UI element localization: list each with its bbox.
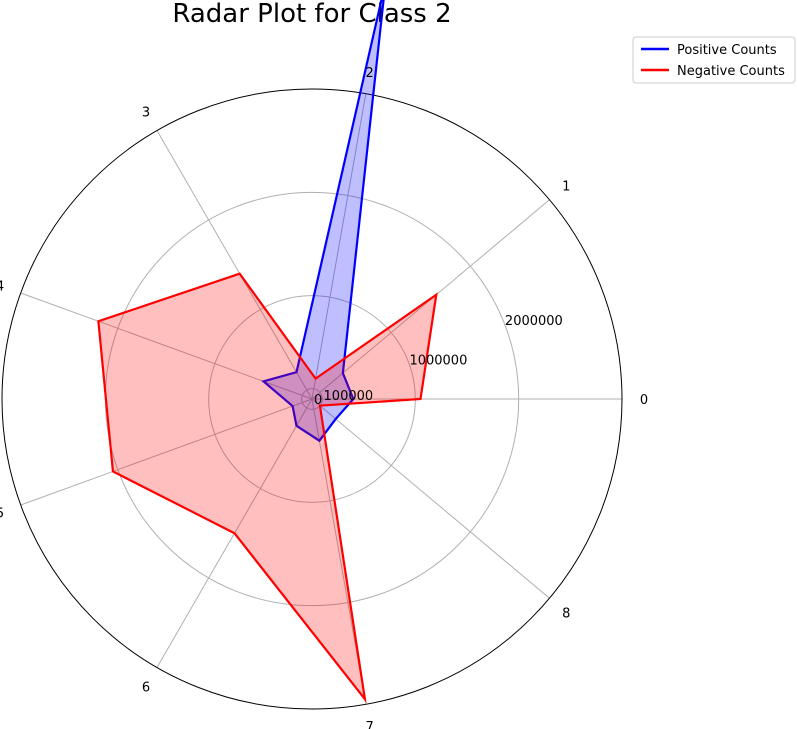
legend-label-positive: Positive Counts bbox=[677, 43, 777, 58]
category-label-5: 5 bbox=[0, 507, 4, 522]
radial-gridline-5 bbox=[20, 398, 313, 506]
radial-gridline-2 bbox=[311, 93, 367, 400]
series-layer bbox=[97, 0, 438, 704]
category-label-0: 0 bbox=[640, 393, 648, 408]
category-label-7: 7 bbox=[366, 720, 374, 729]
category-label-8: 8 bbox=[562, 606, 570, 621]
category-label-4: 4 bbox=[0, 279, 4, 294]
radial-gridline-8 bbox=[311, 398, 550, 599]
category-label-2: 2 bbox=[366, 66, 374, 81]
legend-label-negative: Negative Counts bbox=[677, 64, 785, 79]
radial-gridline-3 bbox=[156, 130, 313, 400]
radial-tick-label-2000000: 2000000 bbox=[505, 314, 563, 329]
legend-box bbox=[632, 36, 796, 84]
radial-tick-label-0: 0 bbox=[314, 393, 322, 408]
chart-title: Radar Plot for Class 2 bbox=[172, 0, 451, 29]
series-area-negative bbox=[98, 273, 437, 700]
category-label-3: 3 bbox=[142, 105, 150, 120]
category-label-1: 1 bbox=[562, 180, 570, 195]
series-line-negative bbox=[97, 272, 438, 704]
outer-spine bbox=[1, 88, 623, 710]
legend: Positive Counts Negative Counts bbox=[632, 36, 796, 84]
ring-gridline-100000 bbox=[301, 388, 323, 410]
polar-grid bbox=[1, 88, 623, 710]
category-label-6: 6 bbox=[142, 681, 150, 696]
series-line-positive bbox=[261, 0, 385, 443]
radial-tick-label-1000000: 1000000 bbox=[409, 353, 467, 368]
radial-tick-label-100000: 100000 bbox=[324, 389, 374, 404]
